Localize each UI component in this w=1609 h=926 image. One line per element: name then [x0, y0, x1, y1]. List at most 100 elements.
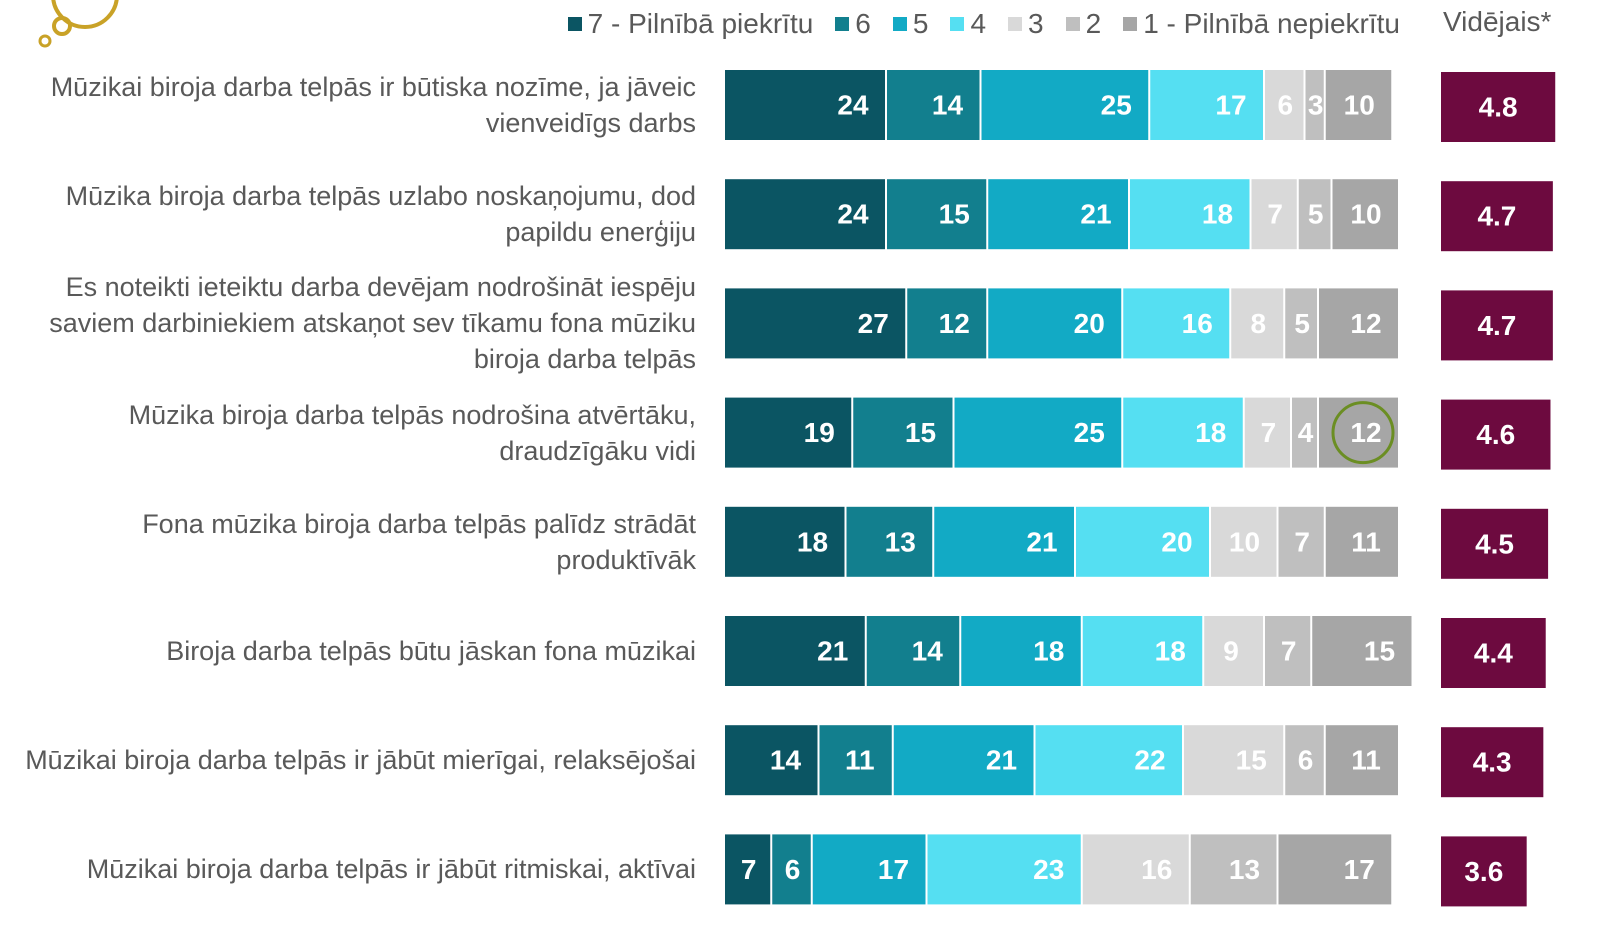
legend-label: 6: [855, 8, 871, 39]
category-label: Mūzikai biroja darba telpās ir jābūt rit…: [86, 854, 696, 885]
category-label: Es noteikti ieteiktu darba devējam nodro…: [49, 272, 696, 375]
data-label: 21: [1026, 526, 1057, 557]
average-bar: [1441, 618, 1546, 688]
data-label: 20: [1161, 526, 1192, 557]
category-label: Biroja darba telpās būtu jāskan fona mūz…: [166, 636, 696, 666]
legend-label: 7 - Pilnībā piekrītu: [587, 8, 814, 39]
data-label: 15: [1236, 745, 1267, 776]
legend-swatch: [835, 17, 850, 31]
legend: 7 - Pilnībā piekrītu 6 5 4 3 2 1 - Pilnībā nep…: [567, 8, 1400, 40]
bar-segment: [1211, 506, 1277, 577]
legend-label: 5: [912, 8, 929, 39]
average-label: 4.3: [1473, 747, 1512, 778]
bar-segment: [1285, 288, 1317, 359]
data-label: 7: [1267, 199, 1283, 230]
data-label: 15: [1364, 636, 1395, 667]
bar-segment: [725, 397, 852, 468]
legend-swatch: [1123, 17, 1138, 31]
bar-segment: [1082, 834, 1189, 905]
legend-item: 3: [1008, 8, 1044, 40]
category-label: Mūzikai biroja darba telpās ir būtiska n…: [50, 72, 696, 138]
bar-segment: [1265, 70, 1304, 140]
bar-segment: [1292, 397, 1317, 468]
category-label: Mūzikai biroja darba telpās ir jābūt mie…: [25, 745, 696, 776]
bar-segment: [1278, 506, 1324, 577]
average-label: 4.5: [1475, 528, 1514, 559]
legend-item: 1 - Pilnībā nepiekrītu: [1123, 8, 1400, 40]
data-label: 10: [1229, 526, 1260, 557]
bar-segment: [1150, 70, 1263, 140]
legend-item: 4: [950, 8, 986, 40]
average-label: 3.6: [1464, 856, 1503, 887]
data-label: 20: [1074, 308, 1105, 339]
category-label: Mūzika biroja darba telpās nodrošina atv…: [128, 399, 696, 466]
legend-item: 2: [1065, 8, 1102, 40]
bar-segment: [1285, 725, 1324, 796]
data-label: 6: [1298, 745, 1314, 776]
data-label: 18: [1033, 636, 1064, 667]
bar-segment: [1325, 70, 1392, 140]
bar-segment: [1130, 179, 1250, 250]
data-label: 12: [939, 308, 970, 339]
bar-segment: [1035, 725, 1182, 796]
data-label: 18: [1195, 417, 1226, 448]
legend-swatch: [567, 17, 582, 31]
bar-segment: [907, 288, 987, 359]
data-label: 27: [858, 308, 889, 339]
bar-segment: [1184, 725, 1284, 796]
bar-segment: [1123, 288, 1230, 359]
data-label: 18: [1202, 199, 1233, 230]
data-label: 3: [1308, 90, 1324, 121]
bar-segment: [812, 834, 926, 905]
data-label: 7: [1261, 417, 1277, 448]
average-label: 4.6: [1476, 419, 1515, 450]
data-label: 21: [986, 745, 1017, 776]
legend-swatch: [950, 17, 965, 31]
data-label: 15: [905, 417, 936, 448]
average-bar: [1441, 836, 1527, 907]
data-label: 12: [1350, 308, 1381, 339]
bar-segment: [725, 288, 906, 359]
bar-segment: [1265, 616, 1311, 686]
highlight-ring: [1331, 401, 1395, 465]
bar-segment: [1204, 616, 1263, 686]
data-label: 12: [1350, 417, 1381, 448]
average-title: Vidējais*: [1443, 6, 1552, 37]
bar-segment: [866, 616, 960, 686]
legend-swatch: [1008, 17, 1023, 31]
bar-segment: [954, 397, 1122, 468]
data-label: 10: [1350, 199, 1381, 230]
data-label: 24: [837, 90, 869, 121]
average-label: 4.7: [1477, 201, 1516, 232]
data-label: 23: [1033, 854, 1064, 885]
legend-label: 2: [1085, 8, 1102, 39]
bar-segment: [725, 725, 818, 796]
data-label: 25: [1101, 90, 1132, 121]
data-label: 13: [1229, 854, 1260, 885]
data-label: 21: [817, 636, 848, 667]
data-label: 15: [939, 199, 970, 230]
data-label: 10: [1344, 90, 1375, 121]
data-label: 14: [912, 636, 944, 667]
bar-segment: [934, 506, 1074, 577]
bar-segment: [988, 288, 1122, 359]
legend-item: 7 - Pilnībā piekrītu: [567, 8, 814, 40]
decoration: [38, 34, 52, 48]
data-label: 18: [1155, 636, 1186, 667]
data-label: 5: [1308, 199, 1324, 230]
average-bar: [1441, 181, 1553, 252]
decoration: [51, 0, 119, 29]
bar-segment: [1251, 179, 1297, 250]
data-label: 11: [845, 745, 875, 776]
bar-segment: [725, 179, 885, 250]
bar-segment: [1123, 397, 1243, 468]
data-label: 24: [837, 199, 869, 230]
bar-segment: [1082, 616, 1203, 686]
bar-segment: [1325, 725, 1398, 796]
bar-segment: [961, 616, 1081, 686]
data-label: 7: [741, 854, 757, 885]
data-label: 17: [1215, 90, 1246, 121]
legend-label: 1 - Pilnībā nepiekrītu: [1143, 8, 1400, 39]
bar-segment: [1076, 506, 1209, 577]
